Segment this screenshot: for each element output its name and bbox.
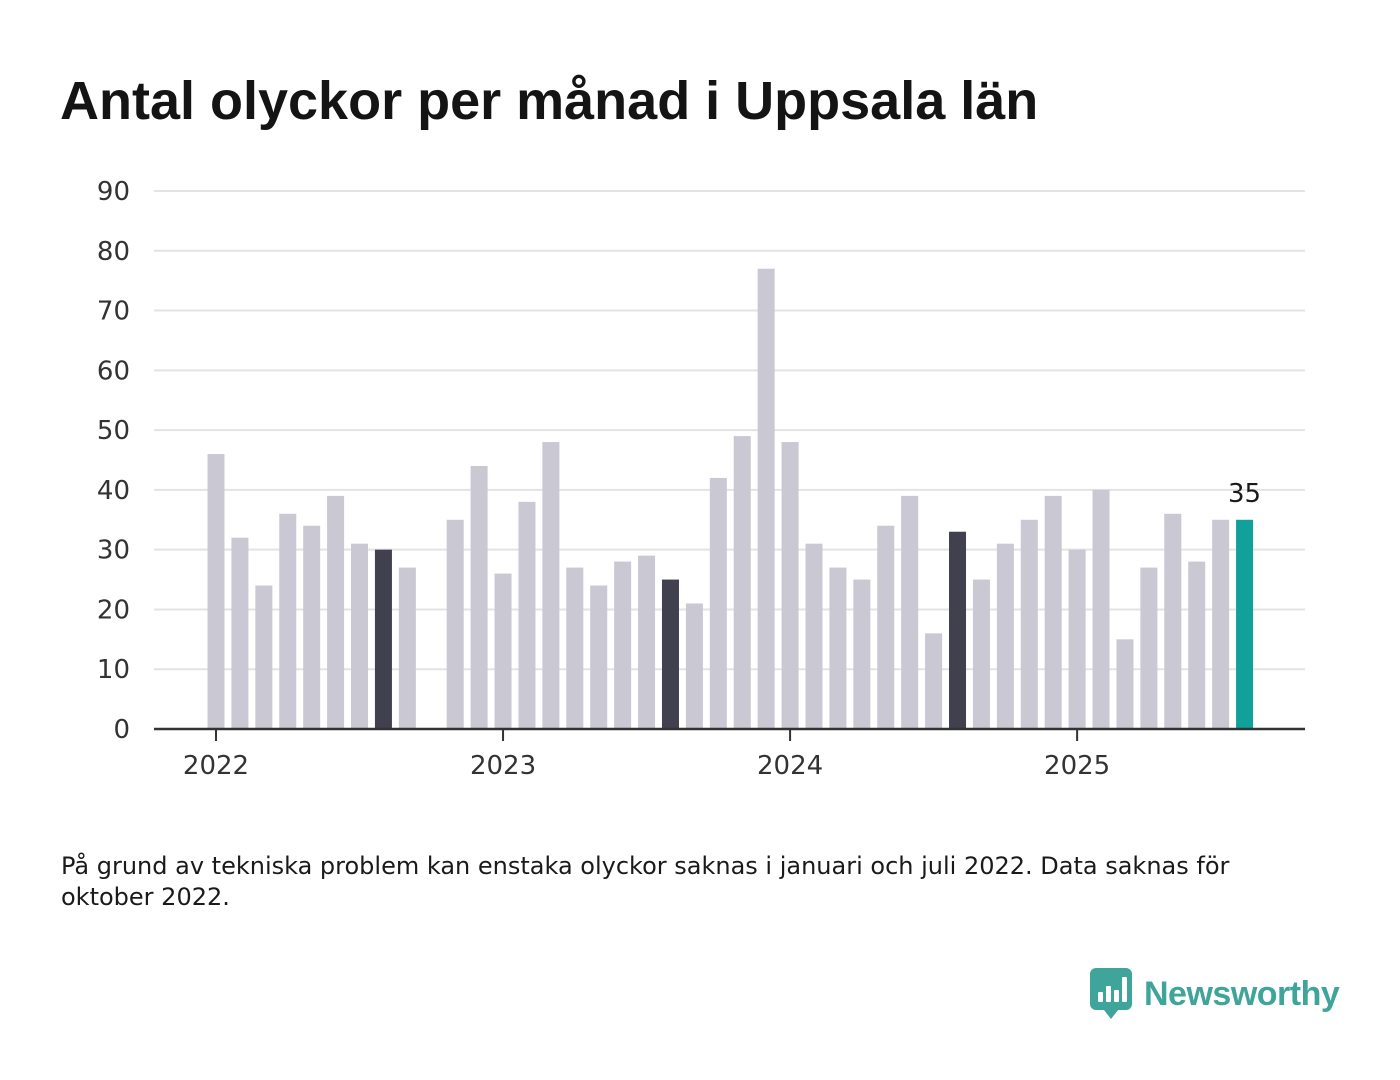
bar-2024-01 <box>781 442 799 729</box>
bar-2025-08 <box>1236 519 1254 729</box>
footnote: På grund av tekniska problem kan enstaka… <box>61 852 1230 911</box>
x-axis: 2022 2023 2024 2025 <box>154 727 1305 781</box>
bar-2022-02 <box>231 537 249 729</box>
bar-2024-07 <box>925 633 943 729</box>
bar-2023-08 <box>661 579 679 729</box>
bar-2024-04 <box>853 579 871 729</box>
y-tick-label: 30 <box>97 536 130 566</box>
bar-2024-10 <box>996 543 1014 729</box>
bar-2025-01 <box>1068 549 1086 729</box>
bar-2024-03 <box>829 567 847 729</box>
y-tick-label: 60 <box>97 356 130 386</box>
y-tick-label: 20 <box>97 595 130 625</box>
bar-2025-02 <box>1092 489 1110 729</box>
bar-2023-11 <box>733 436 751 729</box>
bar-2024-06 <box>901 495 919 729</box>
bar-2022-05 <box>303 525 321 729</box>
bar-2022-04 <box>279 513 297 729</box>
bar-2025-03 <box>1116 639 1134 729</box>
x-tick-label: 2023 <box>470 751 536 781</box>
bar-2023-03 <box>542 442 560 729</box>
latest-value-label: 35 <box>1228 479 1261 509</box>
bar-2022-06 <box>327 495 345 729</box>
bar-2023-10 <box>709 477 727 729</box>
data-labels: 35 <box>1228 479 1261 509</box>
bar-2022-01 <box>207 454 225 729</box>
y-tick-label: 90 <box>97 177 130 207</box>
bar-2025-07 <box>1212 519 1230 729</box>
gridlines <box>154 190 1305 671</box>
bar-2025-04 <box>1140 567 1158 729</box>
bar-2025-06 <box>1188 561 1206 729</box>
bar-2024-09 <box>972 579 990 729</box>
chart-bubble-icon <box>1090 968 1132 1019</box>
y-tick-label: 70 <box>97 297 130 327</box>
bar-2023-05 <box>590 585 608 729</box>
y-tick-label: 50 <box>97 416 130 446</box>
y-axis-ticks: 0 10 20 30 40 50 60 70 80 90 <box>97 177 130 745</box>
bar-2023-06 <box>614 561 632 729</box>
bar-2023-01 <box>494 573 512 729</box>
bar-2022-11 <box>446 519 464 729</box>
bar-2022-03 <box>255 585 273 729</box>
chart-title: Antal olyckor per månad i Uppsala län <box>60 71 1039 131</box>
bar-2022-07 <box>351 543 369 729</box>
y-tick-label: 0 <box>113 715 130 745</box>
bar-2024-05 <box>877 525 895 729</box>
x-tick-label: 2022 <box>183 751 249 781</box>
bar-2025-05 <box>1164 513 1182 729</box>
bar-chart: 0 10 20 30 40 50 60 70 80 90 2022 2023 2024 2025 35 <box>97 177 1305 781</box>
bar-2024-08 <box>949 531 967 729</box>
brand-name: Newsworthy <box>1144 974 1340 1013</box>
y-tick-label: 40 <box>97 476 130 506</box>
bars <box>207 268 1254 729</box>
y-tick-label: 10 <box>97 655 130 685</box>
bar-2022-09 <box>398 567 416 729</box>
bar-2024-12 <box>1044 495 1062 729</box>
bar-2023-12 <box>757 268 775 729</box>
x-tick-label: 2024 <box>757 751 823 781</box>
bar-2023-09 <box>685 603 703 729</box>
bar-2022-12 <box>470 465 488 729</box>
y-tick-label: 80 <box>97 237 130 267</box>
bar-2023-04 <box>566 567 584 729</box>
bar-2024-11 <box>1020 519 1038 729</box>
x-tick-label: 2025 <box>1044 751 1110 781</box>
newsworthy-logo: Newsworthy <box>1090 968 1340 1020</box>
bar-2022-08 <box>374 549 392 729</box>
bar-2023-02 <box>518 501 536 729</box>
bar-2024-02 <box>805 543 823 729</box>
bar-2023-07 <box>638 555 656 729</box>
